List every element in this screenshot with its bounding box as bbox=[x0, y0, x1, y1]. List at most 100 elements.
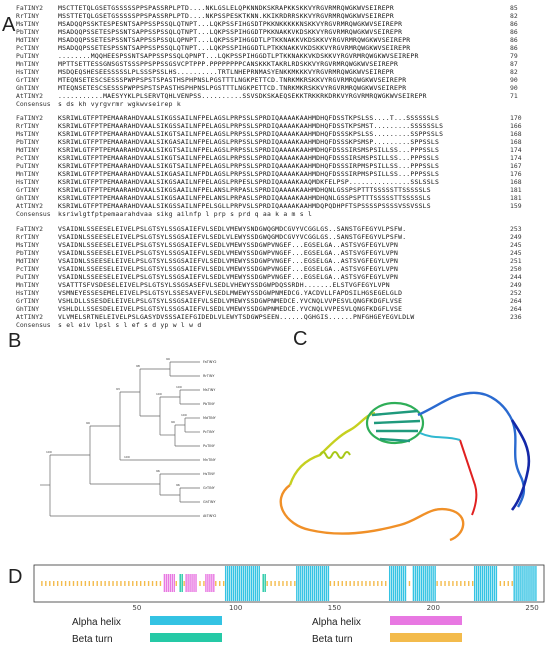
alignment-consensus-row: Consensus s el eiv lpsl s l ef s d yp w … bbox=[0, 321, 550, 329]
tree-taxon-label: MnTINY bbox=[203, 458, 217, 462]
sequence-residues: MSCTTETQLGSETGSSSSSPPSPASSRPLPTD....NKLG… bbox=[58, 4, 394, 12]
structure-mark-helix bbox=[327, 566, 330, 601]
panel-label-d: D bbox=[8, 566, 23, 588]
structure-mark-helix bbox=[319, 566, 322, 601]
legend-entry: Beta turn bbox=[72, 633, 222, 645]
alignment-row: MdTINY VSAIDNLSSEESELEIVELPSLGTSYLSSGSAIE… bbox=[0, 257, 550, 265]
structure-mark-helix bbox=[535, 566, 537, 601]
bootstrap-value: 99 bbox=[166, 357, 170, 361]
structure-mark-coil bbox=[365, 581, 367, 586]
structure-mark-coil bbox=[444, 581, 446, 586]
sequence-end-position: 181 bbox=[510, 186, 522, 194]
axis-tick-label: 50 bbox=[132, 604, 141, 612]
sequence-name: HsTINY bbox=[16, 68, 40, 76]
legend-label: Beta turn bbox=[72, 634, 113, 645]
sequence-name: GrTINY bbox=[16, 76, 40, 84]
structure-mark-coil bbox=[124, 581, 126, 586]
structure-mark-helix bbox=[304, 566, 306, 601]
alignment-row: MnTINY MPTTSETTESSGNSGSTSSSPPSPPSSGSVCPTP… bbox=[0, 60, 550, 68]
sequence-end-position: 249 bbox=[510, 281, 522, 289]
alignment-consensus-row: Consensus ksriwlgtfptpemaarahdvaa sikg ai… bbox=[0, 210, 550, 218]
alignment-row: PcTINY KSRIWLGTFPTPEMAARAHDVAALSIKGTSAILN… bbox=[0, 154, 550, 162]
structure-mark-ext bbox=[211, 574, 213, 592]
sequence-residues: MSSTTETQLGSETGSSSSSPPSPASSRPLPTD....NKPS… bbox=[58, 12, 394, 20]
sequence-residues: VSAIDNLSSEESELEIVELPSLGTSYLSSGSAIEFVLSED… bbox=[58, 273, 399, 281]
structure-mark-coil bbox=[56, 581, 59, 586]
structure-mark-coil bbox=[341, 581, 343, 586]
sequence-end-position: 236 bbox=[510, 313, 522, 321]
structure-mark-helix bbox=[311, 566, 314, 601]
structure-mark-helix bbox=[236, 566, 239, 601]
tree-taxon-label: FaTINY2 bbox=[203, 360, 217, 364]
sequence-end-position: 245 bbox=[510, 249, 522, 257]
alignment-row: HsTINY MSDQEQSHESEESSSSSLPLSSSPSSLHS.....… bbox=[0, 68, 550, 76]
sequence-residues: MTEQNSETESCSESSSPWPPSPSTSPASTHSPHPNSLPGS… bbox=[58, 84, 407, 92]
structure-mark-coil bbox=[132, 581, 134, 586]
bootstrap-value: 100 bbox=[156, 392, 162, 396]
sequence-end-position: 174 bbox=[510, 154, 522, 162]
coil-segment-cyan bbox=[419, 432, 461, 441]
structure-mark-coil bbox=[337, 581, 340, 586]
structure-mark-helix bbox=[250, 566, 253, 601]
tree-taxon-label: PuTINY bbox=[203, 444, 216, 448]
sequence-name: PbTINY bbox=[16, 28, 40, 36]
structure-mark-helix bbox=[525, 566, 527, 601]
structure-mark-coil bbox=[468, 581, 470, 586]
bootstrap-value: 100 bbox=[181, 413, 187, 417]
bootstrap-value: 100 bbox=[46, 450, 52, 454]
structure-mark-coil bbox=[53, 581, 55, 586]
sequence-name: MnTINY bbox=[16, 170, 40, 178]
structure-mark-coil bbox=[448, 581, 450, 586]
sequence-residues: VSAIDNLSSEESELEIVELPSLGTSYLSSGSAIEFVLSED… bbox=[58, 233, 407, 241]
structure-mark-coil bbox=[349, 581, 351, 586]
alignment-row: AtTINY2 KSRIWLGTFPTPEMAARAHDVAALSIKGSSAIL… bbox=[0, 202, 550, 210]
alignment-row: PbTINY VSAIDNLSSEESELEIVELPSLGTSYLSSGSAIE… bbox=[0, 249, 550, 257]
sequence-name: RrTINY bbox=[16, 122, 40, 130]
alignment-row: PcTINY MSADQQPSSETESPSSNTSAPPSSPSSQLQTNPT… bbox=[0, 44, 550, 52]
structure-mark-coil bbox=[151, 581, 154, 586]
structure-mark-coil bbox=[49, 581, 51, 586]
sequence-name: RrTINY bbox=[16, 12, 40, 20]
structure-mark-helix bbox=[309, 566, 312, 601]
structure-mark-coil bbox=[294, 581, 296, 586]
helix-segment-yellow bbox=[319, 451, 351, 459]
sequence-name: MdTINY bbox=[16, 36, 40, 44]
sequence-name: Consensus bbox=[16, 100, 51, 108]
structure-mark-ext bbox=[171, 574, 174, 592]
structure-mark-coil bbox=[68, 581, 71, 586]
tree-taxon-label: MdTINY bbox=[203, 416, 217, 420]
structure-mark-coil bbox=[104, 581, 106, 586]
structure-mark-helix bbox=[529, 566, 531, 601]
sequence-name: GhTINY bbox=[16, 84, 40, 92]
structure-mark-ext bbox=[173, 574, 175, 592]
alignment-row: FaTINY2 MSCTTETQLGSETGSSSSSPPSPASSRPLPTD.… bbox=[0, 4, 550, 12]
structure-mark-coil bbox=[222, 581, 225, 586]
structure-mark-helix bbox=[256, 566, 258, 601]
structure-mark-coil bbox=[175, 581, 177, 586]
sequence-end-position: 159 bbox=[510, 202, 522, 210]
structure-mark-helix bbox=[317, 566, 320, 601]
structure-mark-helix bbox=[493, 566, 496, 601]
structure-mark-ext bbox=[169, 574, 172, 592]
structure-mark-coil bbox=[45, 581, 47, 586]
structure-mark-coil bbox=[41, 581, 43, 586]
sequence-name: MnTINY bbox=[16, 60, 40, 68]
structure-mark-helix bbox=[475, 566, 478, 601]
sequence-name: Consensus bbox=[16, 321, 51, 329]
legend-label: Alpha helix bbox=[72, 617, 121, 628]
structure-mark-coil bbox=[266, 581, 268, 586]
sequence-end-position: 264 bbox=[510, 297, 522, 305]
structure-mark-helix bbox=[519, 566, 521, 601]
structure-mark-helix bbox=[432, 566, 434, 601]
structure-mark-coil bbox=[436, 581, 438, 586]
sequence-end-position: 86 bbox=[510, 28, 518, 36]
sequence-residues: MSADQQPSSKTESPESNTSAPPSSPSSQLQTNPT...LQK… bbox=[58, 20, 403, 28]
structure-mark-coil bbox=[136, 581, 138, 586]
bootstrap-value: 96 bbox=[156, 469, 160, 473]
sequence-name: AtTINY2 bbox=[16, 313, 43, 321]
structure-mark-helix bbox=[232, 566, 235, 601]
structure-mark-coil bbox=[381, 581, 383, 586]
structure-mark-helix bbox=[313, 566, 316, 601]
structure-mark-coil bbox=[385, 581, 387, 586]
alignment-row: MnTINY KSRIWLGTFPTPEMAARAHDVAALSIKGASAILN… bbox=[0, 170, 550, 178]
